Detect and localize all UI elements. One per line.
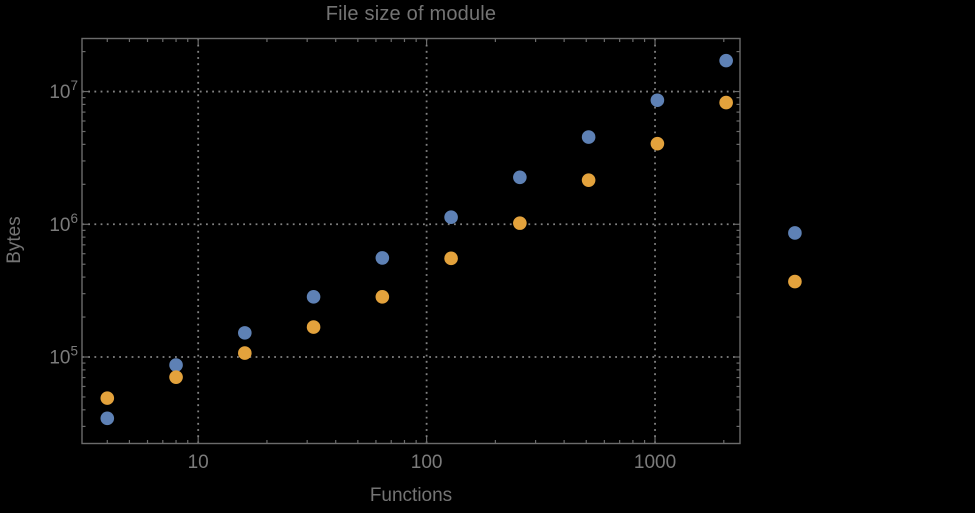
plot-frame — [81, 37, 741, 445]
point-orange-x1024 — [650, 136, 665, 151]
point-orange-x32 — [306, 320, 321, 334]
point-orange-x16 — [238, 346, 252, 360]
x-tick-label-10: 10 — [188, 452, 209, 473]
point-orange-x256 — [513, 216, 527, 230]
point-orange-x2048 — [719, 95, 733, 110]
point-orange-x128 — [444, 251, 458, 266]
point-blue-x4 — [100, 411, 115, 426]
y-tick-label-1e7: 107 — [49, 78, 78, 103]
point-blue-x64 — [375, 251, 390, 265]
point-blue-x128 — [444, 210, 458, 225]
x-tick-label-1000: 1000 — [634, 452, 676, 473]
point-orange-x64 — [375, 290, 390, 304]
point-orange-x4096 — [788, 274, 802, 289]
y-tick-label-1e6: 106 — [49, 211, 78, 236]
x-axis-title: Functions — [369, 485, 453, 506]
point-blue-x32 — [306, 290, 321, 304]
y-tick-label-1e5: 105 — [49, 344, 78, 369]
point-blue-x1024 — [650, 93, 665, 108]
point-blue-x4096 — [788, 226, 802, 240]
point-blue-x8 — [169, 358, 183, 372]
point-orange-x8 — [169, 370, 183, 384]
chart-title: File size of module — [325, 3, 497, 25]
point-blue-x512 — [581, 130, 596, 144]
point-orange-x4 — [100, 391, 115, 405]
point-blue-x2048 — [719, 53, 733, 68]
point-blue-x256 — [513, 170, 527, 185]
point-blue-x16 — [238, 326, 252, 340]
point-orange-x512 — [581, 173, 596, 187]
x-tick-label-100: 100 — [411, 452, 443, 473]
